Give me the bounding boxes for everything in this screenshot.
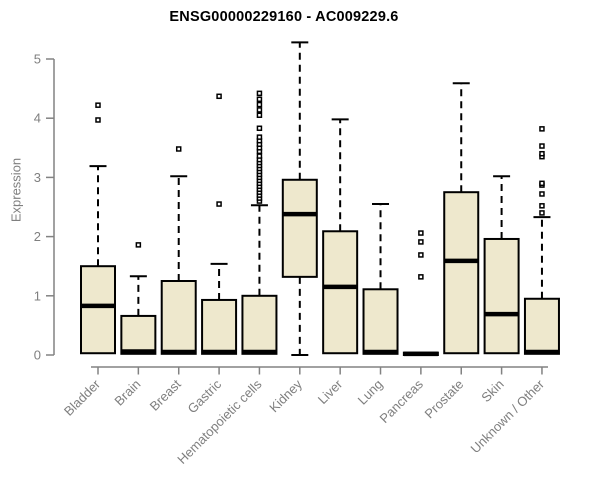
outlier-point bbox=[539, 203, 545, 209]
box-group-bladder bbox=[80, 102, 116, 355]
outlier-point bbox=[256, 101, 263, 108]
outlier-point bbox=[539, 180, 545, 187]
iqr-box-liver bbox=[322, 230, 359, 355]
outlier-point bbox=[418, 239, 424, 245]
outlier-point bbox=[539, 126, 545, 132]
outlier-point bbox=[135, 242, 142, 248]
box-group-prostate bbox=[443, 82, 480, 355]
outlier-point bbox=[256, 96, 263, 103]
box-group-hematopoietic-cells bbox=[241, 90, 278, 355]
iqr-box-lung bbox=[362, 288, 399, 355]
x-tick-label-bladder: Bladder bbox=[61, 376, 104, 419]
outlier-point bbox=[256, 112, 263, 118]
iqr-box-gastric bbox=[201, 298, 238, 355]
iqr-box-brain bbox=[120, 314, 157, 355]
box-group-breast bbox=[160, 146, 197, 355]
outlier-point bbox=[175, 146, 182, 152]
x-tick-label-prostate: Prostate bbox=[422, 377, 467, 422]
outlier-point bbox=[95, 102, 101, 108]
y-tick-label: 0 bbox=[34, 348, 41, 363]
outlier-point bbox=[418, 230, 424, 236]
x-tick-label-kidney: Kidney bbox=[266, 376, 305, 415]
y-tick-label: 2 bbox=[34, 229, 41, 244]
x-tick-label-unknown-other: Unknown / Other bbox=[467, 376, 547, 456]
outlier-point bbox=[256, 153, 263, 159]
box-group-pancreas bbox=[402, 230, 439, 357]
x-tick-label-pancreas: Pancreas bbox=[377, 376, 427, 426]
outlier-point bbox=[539, 143, 545, 149]
iqr-box-bladder bbox=[80, 265, 116, 355]
outlier-point bbox=[95, 117, 101, 123]
iqr-box-unknown-other bbox=[523, 297, 560, 355]
box-group-kidney bbox=[281, 41, 318, 356]
x-tick-label-breast: Breast bbox=[147, 376, 184, 413]
iqr-box-hematopoietic-cells bbox=[241, 294, 278, 355]
outlier-point bbox=[256, 107, 263, 113]
iqr-box-breast bbox=[160, 280, 197, 355]
outlier-point bbox=[216, 201, 222, 207]
outlier-point bbox=[256, 90, 263, 97]
x-tick-label-skin: Skin bbox=[478, 377, 506, 405]
iqr-box-skin bbox=[483, 237, 520, 355]
outlier-point bbox=[256, 134, 263, 140]
outlier-point bbox=[539, 210, 545, 216]
x-tick-label-brain: Brain bbox=[111, 377, 143, 409]
outlier-point bbox=[539, 191, 545, 197]
iqr-box-kidney bbox=[281, 178, 318, 278]
y-tick-label: 4 bbox=[34, 111, 41, 126]
y-tick-label: 1 bbox=[34, 288, 41, 303]
y-tick-label: 5 bbox=[34, 52, 41, 67]
box-group-brain bbox=[120, 242, 157, 355]
outlier-point bbox=[256, 125, 263, 132]
outlier-point bbox=[418, 274, 424, 280]
iqr-box-prostate bbox=[443, 191, 480, 355]
box-group-unknown-other bbox=[523, 126, 560, 355]
y-tick-label: 3 bbox=[34, 170, 41, 185]
outlier-point bbox=[418, 252, 424, 258]
outlier-point bbox=[539, 150, 545, 157]
box-group-lung bbox=[362, 203, 399, 355]
box-group-liver bbox=[322, 118, 359, 355]
outlier-point bbox=[216, 93, 222, 100]
box-group-gastric bbox=[201, 93, 238, 355]
x-tick-label-liver: Liver bbox=[315, 376, 346, 407]
x-tick-label-lung: Lung bbox=[355, 377, 386, 408]
x-tick-label-gastric: Gastric bbox=[184, 376, 224, 416]
chart-title: ENSG00000229160 - AC009229.6 bbox=[169, 9, 399, 25]
box-group-skin bbox=[483, 175, 520, 355]
